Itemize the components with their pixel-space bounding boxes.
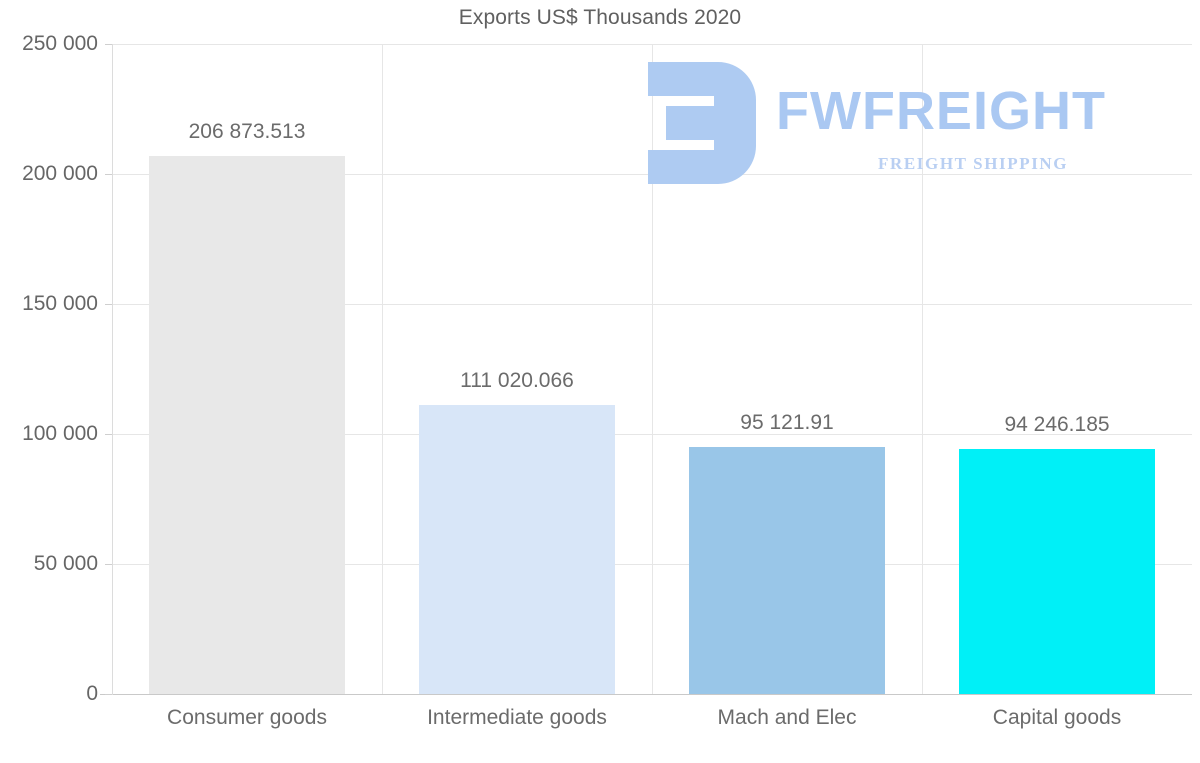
- y-axis-tick: [105, 44, 112, 45]
- gridline-vertical: [652, 44, 653, 694]
- gridline-vertical: [382, 44, 383, 694]
- y-axis-label: 100 000: [22, 422, 98, 445]
- x-axis-label: Capital goods: [992, 706, 1122, 729]
- gridline-vertical: [922, 44, 923, 694]
- gridline-horizontal: [100, 694, 1192, 695]
- y-axis-label: 250 000: [22, 32, 98, 55]
- y-axis-tick: [105, 694, 112, 695]
- x-axis-label: Consumer goods: [167, 706, 327, 729]
- bar-value-label: 94 246.185: [1004, 412, 1110, 436]
- bar-intermediate-goods[interactable]: [419, 405, 615, 694]
- bar-value-label: 206 873.513: [188, 120, 306, 144]
- y-axis-label: 0: [86, 682, 98, 705]
- x-axis-label: Intermediate goods: [427, 706, 607, 729]
- y-axis-tick: [105, 174, 112, 175]
- plot-area: [100, 44, 1192, 695]
- bar-capital-goods[interactable]: [959, 449, 1155, 694]
- bar-value-label: 111 020.066: [460, 369, 574, 393]
- y-axis-label: 50 000: [33, 552, 98, 575]
- y-axis-tick: [105, 304, 112, 305]
- y-axis-label: 200 000: [22, 162, 98, 185]
- x-axis-label: Mach and Elec: [717, 706, 857, 729]
- bar-mach-and-elec[interactable]: [689, 447, 885, 694]
- y-axis-tick: [105, 434, 112, 435]
- chart-title: Exports US$ Thousands 2020: [458, 6, 742, 29]
- y-axis-label: 150 000: [22, 292, 98, 315]
- bar-value-label: 95 121.91: [740, 410, 834, 434]
- y-axis-line: [112, 44, 113, 695]
- y-axis-tick: [105, 564, 112, 565]
- bar-consumer-goods[interactable]: [149, 156, 345, 694]
